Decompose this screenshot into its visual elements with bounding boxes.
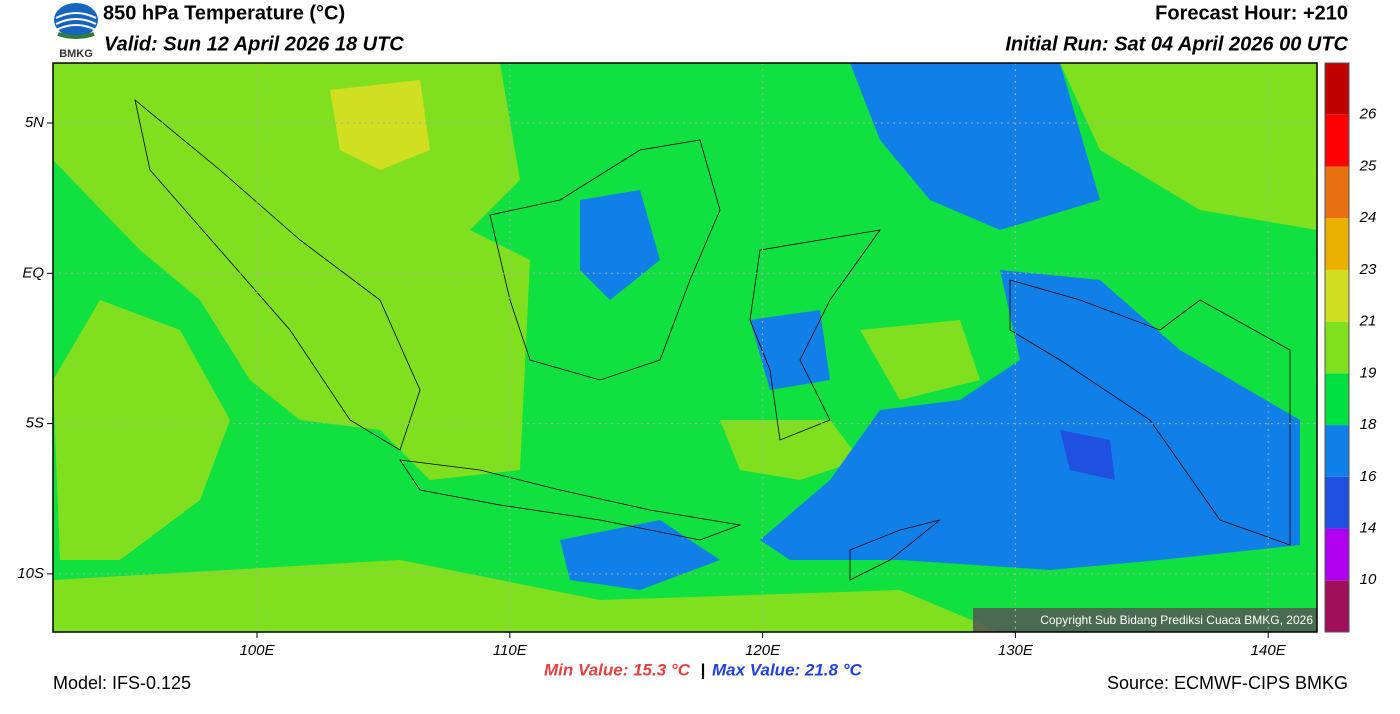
model: Model: IFS-0.125 [53,673,191,693]
colorbar-label: 18 [1360,416,1377,433]
logo-text: BMKG [59,48,93,60]
colorbar-label: 24 [1359,209,1377,226]
colorbar-segment [1325,476,1349,529]
valid-time: Valid: Sun 12 April 2026 18 UTC [104,33,404,55]
logo: BMKG [54,3,98,60]
colorbar-label: 21 [1359,313,1377,330]
title: 850 hPa Temperature (°C) [103,2,345,24]
initial-run: Initial Run: Sat 04 April 2026 00 UTC [1005,33,1348,55]
colorbar-label: 14 [1360,520,1377,537]
lon-label: 140E [1251,642,1287,659]
colorbar-segment [1325,166,1349,219]
colorbar-label: 10 [1360,571,1377,588]
lat-label: EQ [22,264,44,281]
colorbar-label: 23 [1359,261,1377,278]
forecast-hour: Forecast Hour: +210 [1155,2,1348,24]
colorbar: 10 14 16 18 19 21 23 24 25 26 [1324,62,1377,633]
colorbar-segment [1325,114,1349,167]
colorbar-frame [1324,62,1350,633]
min-value: Min Value: 15.3 °C [544,660,691,679]
lat-label: 5N [25,114,44,131]
lat-label: 10S [17,565,44,582]
copyright: Copyright Sub Bidang Prediksi Cuaca BMKG… [1040,613,1313,627]
colorbar-label: 26 [1359,106,1377,123]
colorbar-segment [1325,580,1349,632]
lon-label: 110E [493,642,528,659]
colorbar-label: 19 [1360,364,1377,381]
colorbar-segment [1325,373,1349,426]
colorbar-segment [1325,425,1349,477]
separator: | [701,660,706,679]
max-value: Max Value: 21.8 °C [712,660,863,679]
colorbar-segment [1325,63,1349,115]
colorbar-segment [1325,218,1349,270]
lon-label: 120E [745,642,781,659]
colorbar-segment [1325,321,1349,374]
lat-label: 5S [26,415,44,432]
lon-label: 100E [239,642,275,659]
colorbar-segment [1325,528,1349,581]
graticule: 5N EQ 5S 10S 100E 110E 120E 130E 140E [17,63,1317,659]
lon-label: 130E [998,642,1034,659]
map: Copyright Sub Bidang Prediksi Cuaca BMKG… [53,63,1317,632]
map-frame [52,62,1318,633]
colorbar-segment [1325,269,1349,322]
colorbar-label: 16 [1360,468,1377,485]
colorbar-label: 25 [1359,157,1377,174]
source: Source: ECMWF-CIPS BMKG [1107,673,1348,693]
